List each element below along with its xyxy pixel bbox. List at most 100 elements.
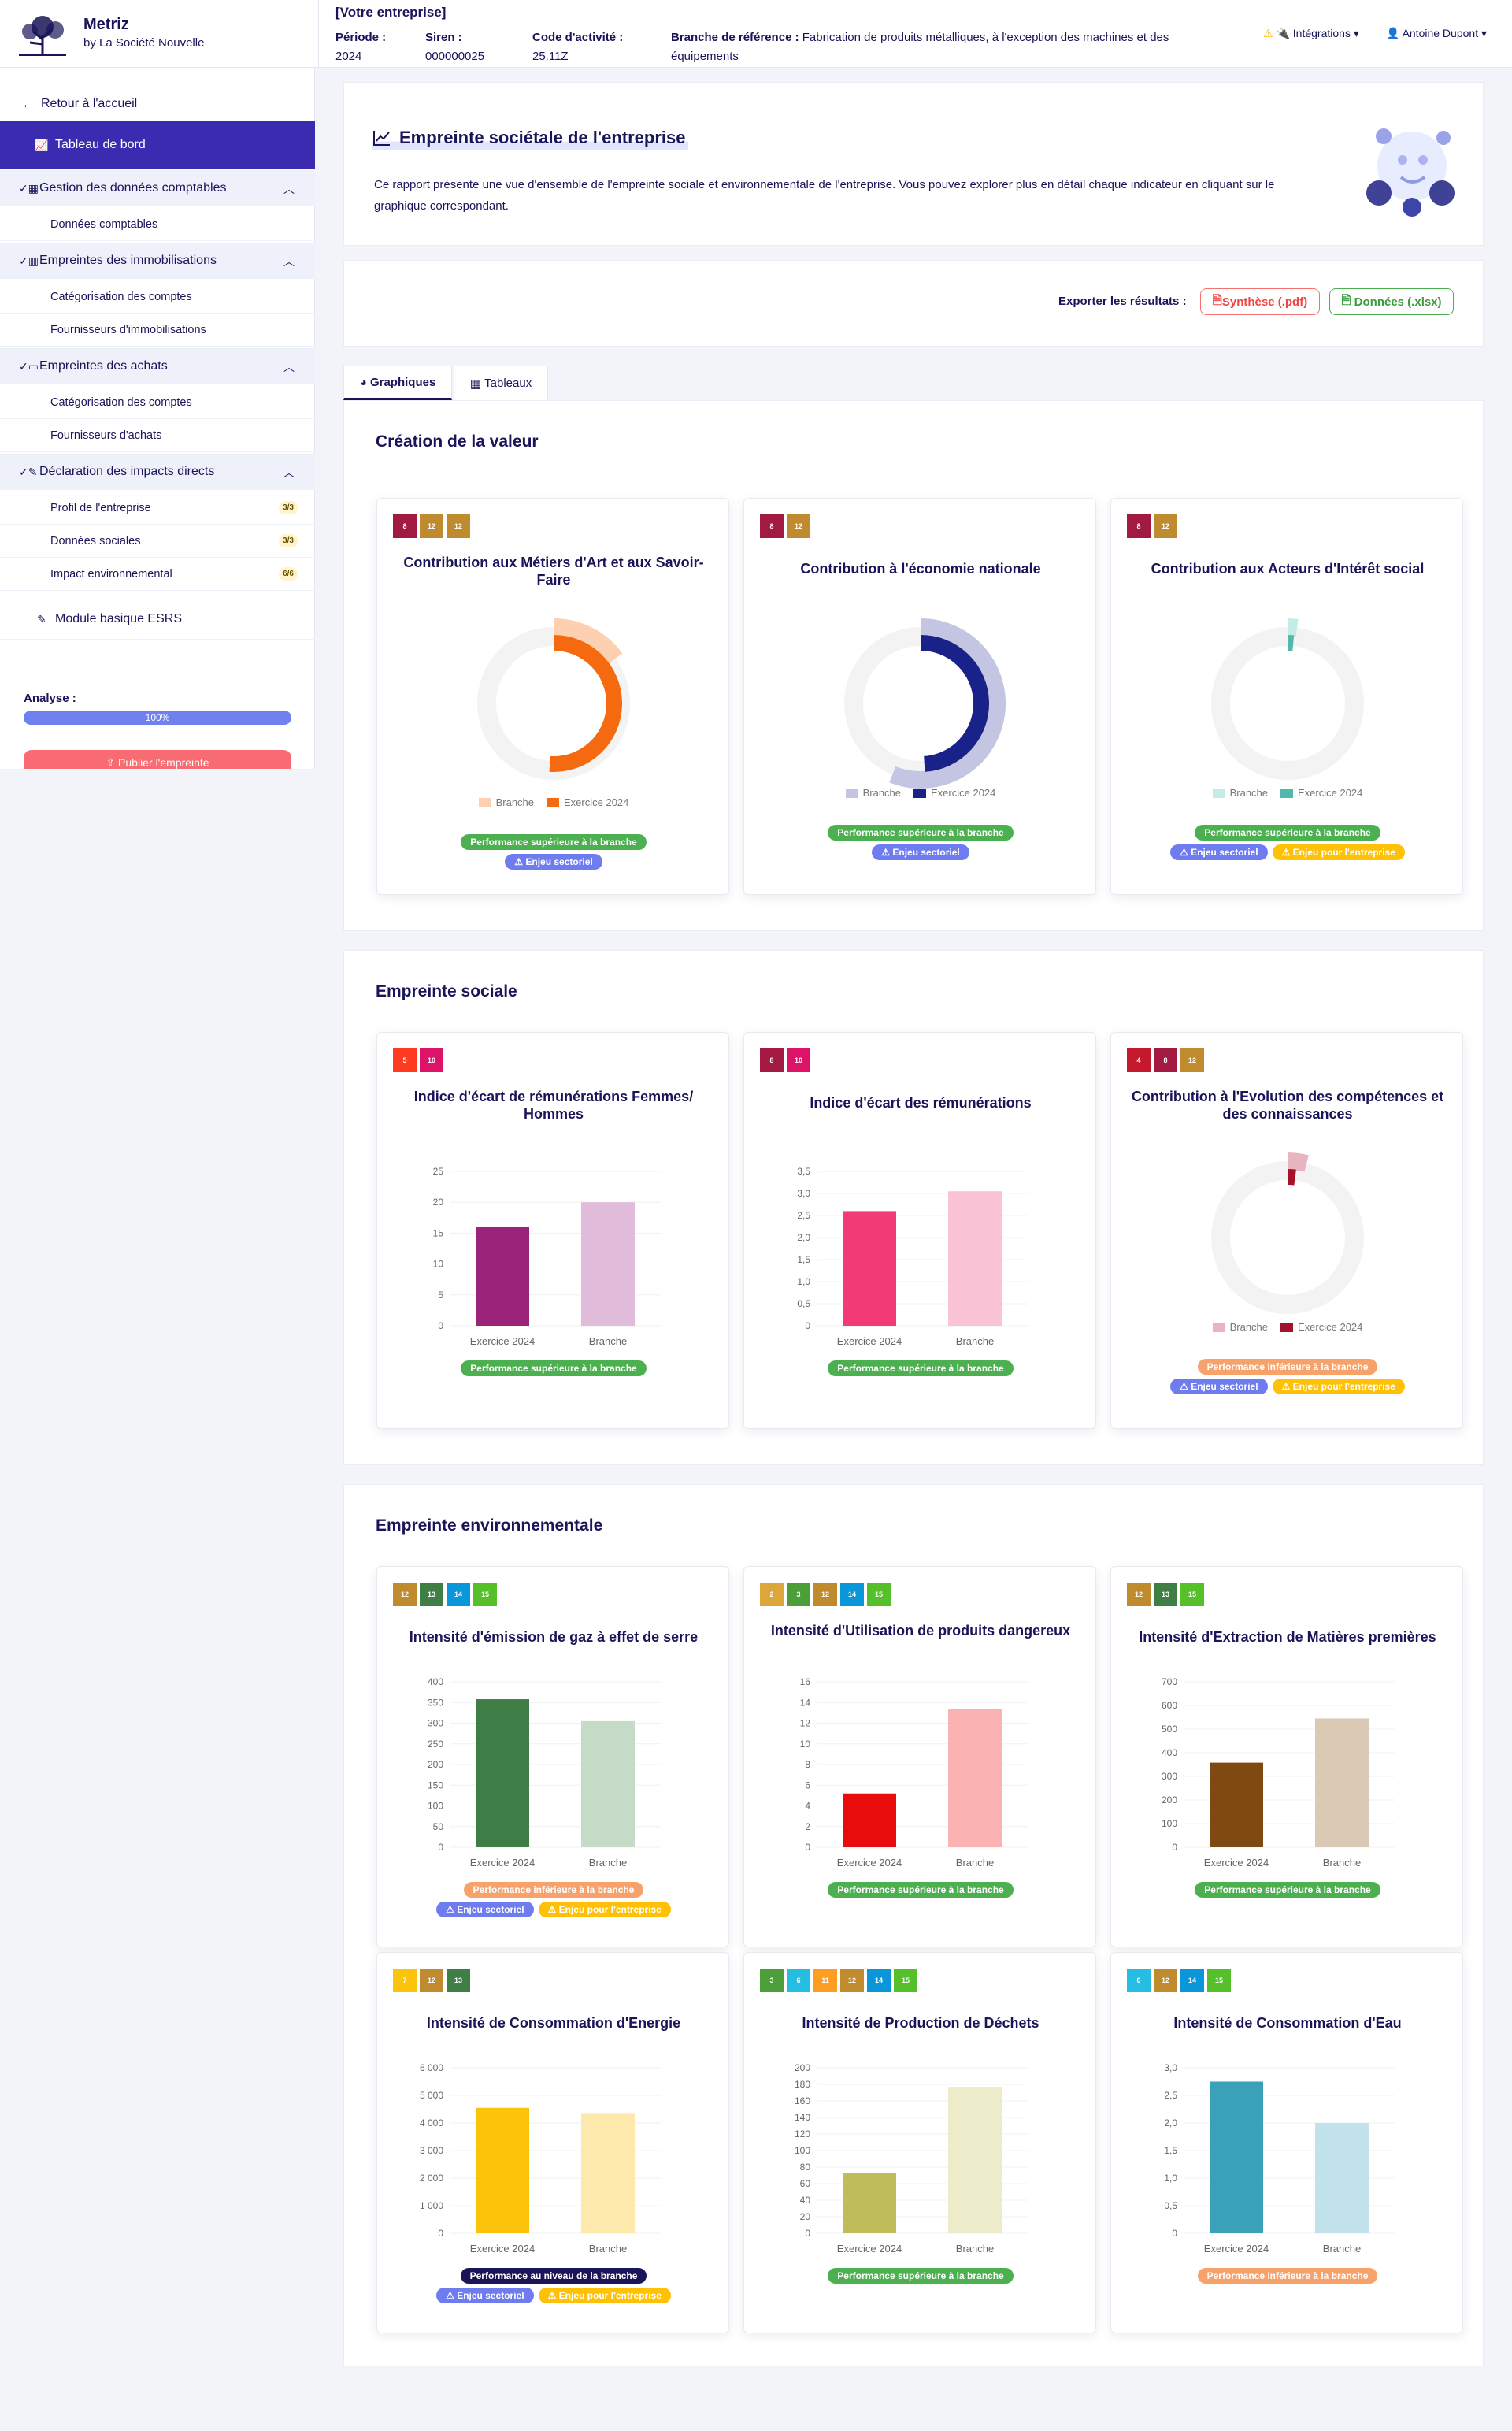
user-menu[interactable]: 👤 Antoine Dupont ▾ [1386, 27, 1487, 40]
nav-dashboard[interactable]: 📈 Tableau de bord [0, 121, 315, 169]
back-home-label: Retour à l'accueil [41, 97, 138, 110]
bar-fiscal-year[interactable] [1210, 2081, 1263, 2234]
bar-fiscal-year[interactable] [476, 1227, 529, 1326]
indicator-title: Intensité de Consommation d'Energie [426, 2015, 681, 2031]
warning-icon: ⚠ [514, 856, 526, 867]
bar-fiscal-year[interactable] [476, 2107, 529, 2233]
y-tick-label: 2 [805, 1821, 810, 1832]
tag-row: ⚠ Enjeu sectoriel ⚠ Enjeu pour l'entrepri… [436, 1902, 671, 1917]
performance-above-branch-badge: Performance supérieure à la branche [828, 2268, 1014, 2284]
export-pdf-button[interactable]: 🗎 Synthèse (.pdf) [1200, 288, 1320, 315]
nav-item-environmental-impact[interactable]: Impact environnemental 6/6 [0, 558, 315, 591]
export-pdf-label: Synthèse (.pdf) [1221, 295, 1308, 309]
tab-charts[interactable]: ◕ Graphiques [343, 366, 452, 400]
chart-legend: Branche Exercice 2024 [1111, 787, 1464, 799]
tree-logo-icon[interactable] [14, 11, 71, 57]
tag-label: Enjeu sectoriel [1191, 847, 1258, 858]
indicator-card[interactable]: 4 8 12 Contribution à l'Evolution des compé… [1110, 1032, 1463, 1429]
export-xlsx-button[interactable]: 🗎 Données (.xlsx) [1329, 288, 1454, 315]
bar-branch[interactable] [948, 1191, 1002, 1326]
sdg-12-icon: 12 [813, 1583, 837, 1606]
performance-below-branch-badge: Performance inférieure à la branche [463, 1882, 644, 1898]
sdg-badges: 3 6 11 12 14 15 [760, 1969, 917, 1992]
indicator-tags: Performance inférieure à la branche ⚠ Enj… [1111, 1359, 1464, 1394]
legend-item: Exercice 2024 [1280, 1321, 1362, 1333]
nav-item-label: Données sociales [50, 534, 141, 547]
tab-tables[interactable]: ▦ Tableaux [454, 366, 548, 400]
bar-branch[interactable] [581, 1202, 635, 1326]
x-tick-label: Exercice 2024 [837, 2243, 902, 2255]
indicator-card[interactable]: 12 13 14 15 Intensité d'émission de gaz à ef… [376, 1566, 729, 1947]
indicator-card[interactable]: 7 12 13 Intensité de Consommation d'Energie… [376, 1952, 729, 2333]
bar-chart: 0 5 10 15 20 25 Exercice 2024 Branche [433, 1166, 661, 1347]
nav-item-purchase-suppliers[interactable]: Fournisseurs d'achats [0, 419, 315, 452]
nav-item-fixed-asset-suppliers[interactable]: Fournisseurs d'immobilisations [0, 314, 315, 347]
bar-chart: 0 0,5 1,0 1,5 2,0 2,5 3,0 Exercice 2024 Branche [1164, 2062, 1395, 2255]
tag-label: Performance supérieure à la branche [470, 1363, 637, 1374]
sdg-badges: 8 10 [760, 1048, 810, 1072]
indicator-card[interactable]: 5 10 Indice d'écart de rémunérations Femme… [376, 1032, 729, 1429]
sdg-15-icon: 15 [867, 1583, 891, 1606]
donut-arc-branch [1287, 618, 1299, 637]
y-tick-label: 25 [433, 1166, 444, 1177]
bar-branch[interactable] [581, 1720, 635, 1847]
y-tick-label: 5 000 [420, 2090, 443, 2101]
indicator-card[interactable]: 8 12 12 Contribution aux Métiers d'Art et a… [376, 498, 729, 895]
bar-branch[interactable] [948, 2087, 1002, 2233]
nav-group-direct-impacts[interactable]: ✓✎ Déclaration des impacts directs ︿ [0, 454, 315, 490]
indicator-tags: Performance inférieure à la branche ⚠ Enj… [377, 1882, 730, 1917]
nav-group-purchases[interactable]: ✓▭ Empreintes des achats ︿ [0, 348, 315, 384]
branch-label: Branche de référence : [671, 31, 799, 44]
back-home-link[interactable]: ← Retour à l'accueil [0, 88, 315, 120]
sdg-badges: 7 12 13 [393, 1969, 470, 1992]
bar-fiscal-year[interactable] [1210, 1762, 1263, 1847]
legend-swatch [845, 788, 858, 798]
publish-button[interactable]: ⇪ Publier l'empreinte [24, 750, 291, 769]
sdg-12-icon: 12 [1127, 1583, 1151, 1606]
sdg-10-icon: 10 [420, 1048, 443, 1072]
integrations-menu[interactable]: ⚠ 🔌 Intégrations ▾ [1263, 27, 1359, 40]
nav-item-account-categorisation[interactable]: Catégorisation des comptes [0, 386, 315, 419]
nav-item-label: Fournisseurs d'immobilisations [50, 323, 206, 336]
nav-item-accounting-data[interactable]: Données comptables [0, 208, 315, 241]
nav-group-fixed-assets[interactable]: ✓▥ Empreintes des immobilisations ︿ [0, 243, 315, 279]
user-icon: 👤 [1386, 27, 1400, 39]
donut-arc-fiscal-year [920, 635, 989, 772]
indicator-card[interactable]: 8 12 Contribution aux Acteurs d'Intérêt so… [1110, 498, 1463, 895]
bar-branch[interactable] [1315, 1718, 1369, 1848]
bar-branch[interactable] [948, 1709, 1002, 1847]
nav-item-company-profile[interactable]: Profil de l'entreprise 3/3 [0, 492, 315, 525]
bar-fiscal-year[interactable] [843, 2173, 896, 2233]
sdg-6-icon: 6 [787, 1969, 810, 1992]
indicator-tags: Performance supérieure à la branche ⚠ Enj… [1111, 825, 1464, 860]
bar-branch[interactable] [581, 2113, 635, 2233]
bar-fiscal-year[interactable] [843, 1793, 896, 1847]
indicator-card[interactable]: 8 12 Contribution à l'économie nationale Br… [743, 498, 1096, 895]
x-tick-label: Exercice 2024 [470, 2243, 535, 2255]
indicator-card[interactable]: 8 10 Indice d'écart des rémunérations 0 0,5 1… [743, 1032, 1096, 1429]
bar-branch[interactable] [1315, 2123, 1369, 2233]
arrow-left-icon: ← [22, 98, 33, 110]
indicator-card[interactable]: 12 13 15 Intensité d'Extraction de Matières… [1110, 1566, 1463, 1947]
sdg-14-icon: 14 [1180, 1969, 1204, 1992]
bar-fiscal-year[interactable] [476, 1699, 529, 1847]
indicator-card[interactable]: 2 3 12 14 15 Intensité d'Utilisation de produ… [743, 1566, 1096, 1947]
chart-line-icon: 📈 [35, 138, 49, 151]
tag-label: Enjeu sectoriel [525, 856, 593, 867]
nav-group-label: Gestion des données comptables [39, 181, 227, 195]
branch-info: Branche de référence : Fabrication de pr… [671, 28, 1206, 66]
indicator-title: Intensité d'émission de gaz à effet de s… [409, 1629, 699, 1645]
nav-item-account-categorisation[interactable]: Catégorisation des comptes [0, 280, 315, 314]
y-tick-label: 2,5 [1164, 2090, 1177, 2101]
sdg-14-icon: 14 [447, 1583, 470, 1606]
bar-fiscal-year[interactable] [843, 1211, 896, 1326]
indicator-card[interactable]: 6 12 14 15 Intensité de Consommation d'Eau 0 0… [1110, 1952, 1463, 2333]
indicator-card[interactable]: 3 6 11 12 14 15 Intensité de Production de Déc… [743, 1952, 1096, 2333]
donut-arc-fiscal-year [1287, 1169, 1296, 1186]
y-tick-label: 1,5 [1164, 2145, 1177, 2156]
donut-chart [1211, 618, 1364, 780]
nav-esrs-module[interactable]: ✎ Module basique ESRS [0, 599, 315, 640]
nav-group-accounting[interactable]: ✓▦ Gestion des données comptables ︿ [0, 170, 315, 206]
nav-item-social-data[interactable]: Données sociales 3/3 [0, 525, 315, 558]
sdg-8-icon: 8 [1127, 514, 1151, 538]
